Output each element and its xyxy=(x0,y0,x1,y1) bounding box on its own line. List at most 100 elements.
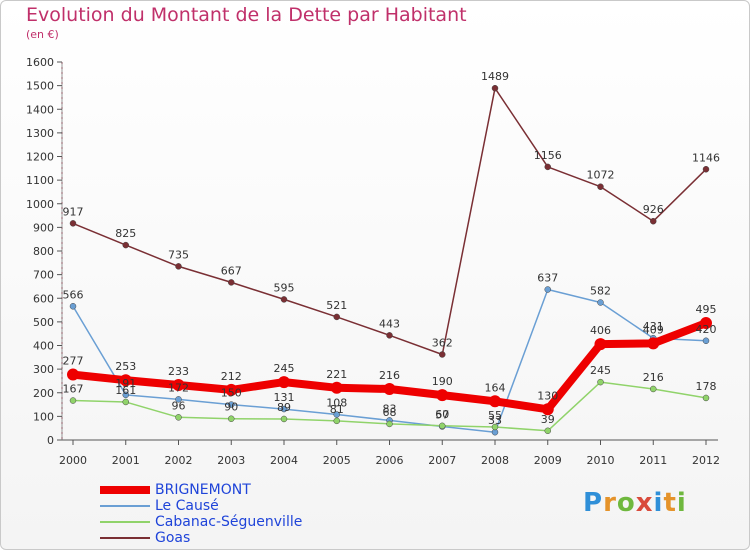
data-point xyxy=(650,217,657,225)
data-label: 57 xyxy=(435,409,449,422)
chart-series xyxy=(67,84,712,436)
x-tick-label: 2006 xyxy=(376,454,404,467)
proxiti-logo: Proxiti xyxy=(583,488,687,518)
data-point xyxy=(439,351,446,358)
data-label: 33 xyxy=(488,414,502,427)
data-label: 406 xyxy=(590,324,611,337)
data-point xyxy=(69,397,77,404)
x-tick-label: 2001 xyxy=(112,454,140,467)
data-point xyxy=(278,376,290,389)
data-point xyxy=(333,411,340,418)
data-label: 89 xyxy=(277,401,291,414)
data-label: 1146 xyxy=(692,151,720,164)
data-label: 96 xyxy=(172,399,186,412)
data-label: 420 xyxy=(696,323,717,336)
data-label: 1489 xyxy=(481,70,509,83)
data-label: 131 xyxy=(274,391,295,404)
data-label: 81 xyxy=(330,403,344,416)
data-label: 566 xyxy=(63,288,84,301)
chart-title: Evolution du Montant de la Dette par Hab… xyxy=(26,4,467,26)
data-point xyxy=(386,332,393,339)
data-point xyxy=(330,381,343,394)
data-point xyxy=(702,337,710,345)
data-label: 212 xyxy=(221,370,242,383)
legend-swatch xyxy=(100,521,150,523)
data-point xyxy=(436,389,449,402)
data-point xyxy=(228,401,235,408)
series-line-3 xyxy=(72,87,707,356)
y-tick-label: 1300 xyxy=(26,127,54,140)
data-label: 1072 xyxy=(587,169,615,182)
y-tick-label: 1000 xyxy=(26,198,54,211)
data-label: 443 xyxy=(379,317,400,330)
y-tick-label: 900 xyxy=(33,221,54,234)
data-label: 191 xyxy=(115,377,136,390)
data-point xyxy=(383,382,396,395)
y-tick-label: 1100 xyxy=(26,174,54,187)
data-point xyxy=(175,263,182,270)
data-label: 277 xyxy=(63,355,84,368)
legend-label: Le Causé xyxy=(155,498,219,514)
data-label: 161 xyxy=(115,384,136,397)
x-tick-label: 2007 xyxy=(428,454,456,467)
y-tick-label: 700 xyxy=(33,269,54,282)
y-tick-label: 400 xyxy=(33,340,54,353)
data-label: 667 xyxy=(221,264,242,277)
x-tick-label: 2010 xyxy=(587,454,615,467)
data-point xyxy=(702,394,710,402)
data-label: 362 xyxy=(432,336,453,349)
x-tick-label: 2000 xyxy=(59,454,87,467)
data-label: 825 xyxy=(115,227,136,240)
x-tick-label: 2005 xyxy=(323,454,351,467)
legend-label: Goas xyxy=(155,530,191,546)
data-label: 521 xyxy=(326,299,347,312)
data-label: 178 xyxy=(696,380,717,393)
data-point xyxy=(544,163,551,171)
y-tick-label: 300 xyxy=(33,363,54,376)
data-label: 431 xyxy=(643,320,664,333)
data-label: 60 xyxy=(435,408,449,421)
data-label: 90 xyxy=(224,401,238,414)
data-point xyxy=(544,427,551,435)
data-label: 245 xyxy=(590,364,611,377)
data-point xyxy=(489,395,501,408)
data-point xyxy=(597,183,604,190)
data-label: 167 xyxy=(63,383,84,396)
y-tick-label: 100 xyxy=(33,410,54,423)
legend-swatch xyxy=(100,505,150,507)
data-label: 917 xyxy=(63,205,84,218)
data-point xyxy=(597,378,604,386)
y-tick-label: 1200 xyxy=(26,151,54,164)
legend-swatch xyxy=(100,486,150,494)
y-tick-label: 600 xyxy=(33,292,54,305)
data-label: 172 xyxy=(168,381,189,394)
chart-axes: 0 100 200 300 400 500 600 700 800 900 1000 1100 1200… xyxy=(26,56,720,467)
data-point xyxy=(69,303,77,310)
data-point xyxy=(700,317,712,330)
data-label: 216 xyxy=(379,369,400,382)
data-label: 253 xyxy=(115,360,136,373)
data-point xyxy=(491,84,499,92)
data-point xyxy=(280,415,288,423)
data-label: 83 xyxy=(383,402,397,415)
data-label: 233 xyxy=(168,365,189,378)
data-point xyxy=(122,398,129,406)
data-point xyxy=(172,378,185,391)
data-point xyxy=(702,166,710,173)
chart-subtitle: (en €) xyxy=(26,28,59,41)
x-tick-label: 2009 xyxy=(534,454,562,467)
data-label: 637 xyxy=(537,272,558,285)
y-tick-label: 1600 xyxy=(26,56,54,69)
x-tick-label: 2004 xyxy=(270,454,298,467)
data-point xyxy=(280,405,288,413)
data-point xyxy=(386,420,393,428)
data-point xyxy=(439,422,446,430)
data-point xyxy=(175,414,182,421)
data-point xyxy=(175,396,182,403)
data-point xyxy=(69,220,77,227)
legend-label: BRIGNEMONT xyxy=(155,482,251,498)
data-label: 150 xyxy=(221,387,242,400)
data-point xyxy=(544,286,551,293)
